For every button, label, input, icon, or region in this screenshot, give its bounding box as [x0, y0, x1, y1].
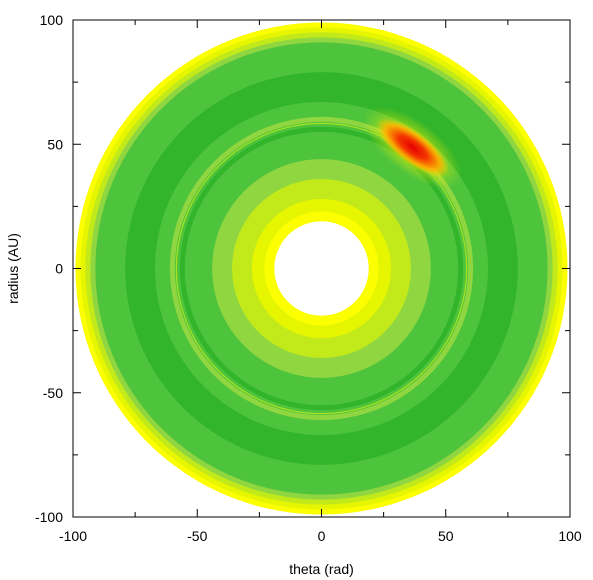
plot-area: [75, 22, 568, 515]
x-tick-label: -100: [59, 528, 87, 544]
x-tick-label: -50: [187, 528, 207, 544]
y-tick-label: 0: [55, 261, 63, 277]
x-tick-label: 50: [438, 528, 454, 544]
hotspot-peak: [376, 118, 450, 177]
axis-ticks: [72, 19, 571, 518]
y-axis-label: radius (AU): [5, 233, 21, 304]
tick-labels: -100 -50 0 50 100 -100 -50 0 50 100: [35, 12, 582, 544]
x-axis-label: theta (rad): [289, 561, 354, 577]
y-tick-label: -100: [35, 509, 63, 525]
inner-hole: [274, 221, 369, 316]
y-tick-label: 50: [47, 136, 63, 152]
gap-ring-edge: [175, 122, 468, 415]
x-tick-label: 0: [318, 528, 326, 544]
y-tick-label: -50: [43, 385, 63, 401]
x-tick-label: 100: [558, 528, 582, 544]
y-tick-label: 100: [40, 12, 64, 28]
